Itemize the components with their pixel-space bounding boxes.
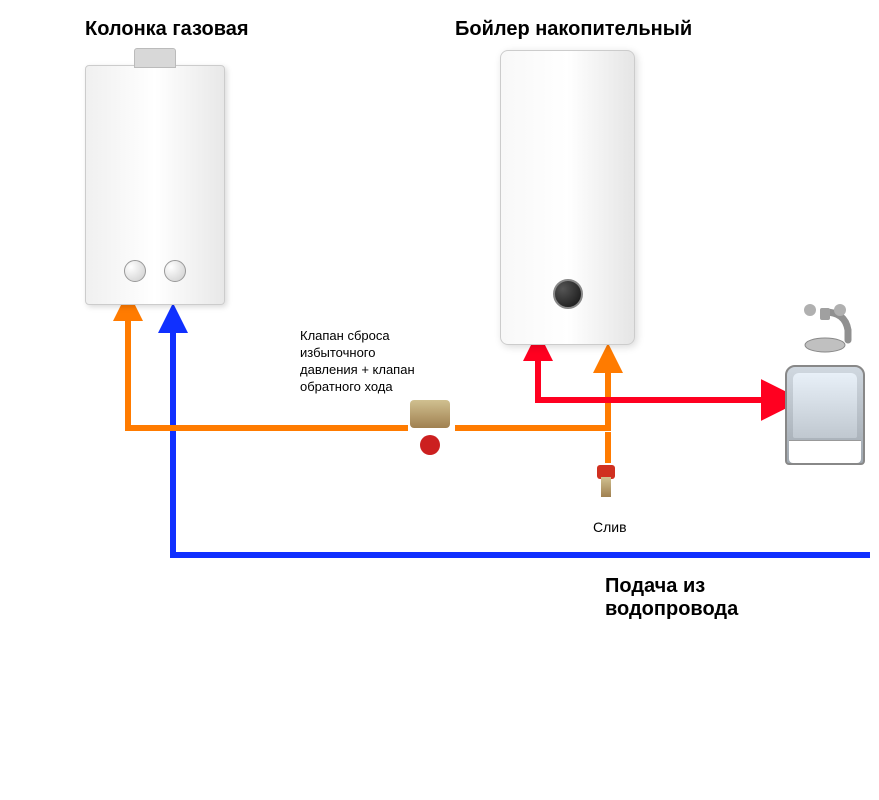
boiler-thermostat-knob-icon	[553, 279, 583, 309]
valve-label: Клапан сброса избыточного давления + кла…	[300, 328, 415, 396]
drain-body-icon	[601, 477, 611, 497]
pipe-valve-to-boiler	[455, 352, 608, 428]
boiler-label: Бойлер накопительный	[455, 18, 692, 41]
heater-knob-icon	[124, 260, 146, 282]
storage-boiler	[500, 50, 635, 345]
relief-check-valve	[410, 400, 455, 455]
supply-label: Подача из водопровода	[605, 575, 738, 621]
gas-heater-label: Колонка газовая	[85, 18, 249, 41]
valve-body-icon	[410, 400, 450, 428]
gas-water-heater	[85, 65, 225, 305]
heater-knob-icon	[164, 260, 186, 282]
valve-handle-icon	[420, 435, 440, 455]
pipe-hot-to-consumers	[538, 352, 786, 400]
drain-label: Слив	[593, 518, 627, 536]
drain-valve	[597, 465, 619, 500]
faucet-icon	[790, 300, 860, 355]
shower-cabin-icon	[785, 365, 865, 465]
pipe-cold-supply	[173, 312, 870, 555]
